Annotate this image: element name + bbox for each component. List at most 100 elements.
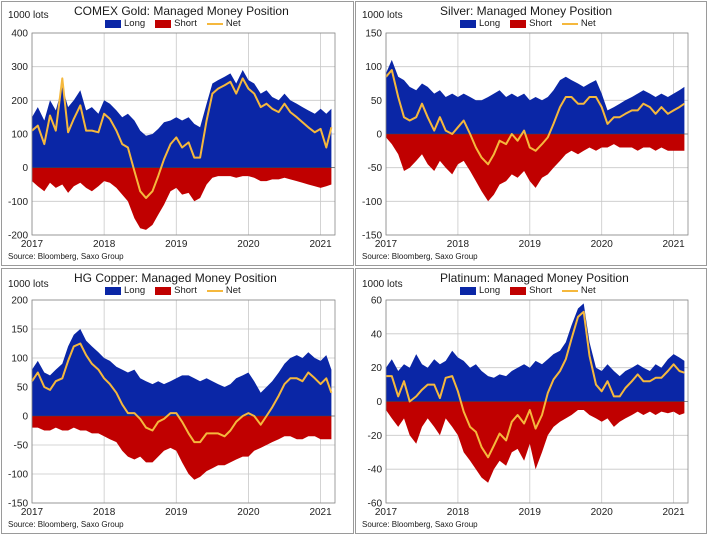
legend-item-net: Net — [206, 285, 241, 296]
chart-legend: Long Short Net — [105, 285, 241, 296]
x-tick-label: 2019 — [519, 239, 542, 250]
legend-item-short: Short — [155, 285, 197, 296]
chart-legend: Long Short Net — [460, 18, 596, 29]
chart-plot: -150 -100 -50 0 50 100 150 2017 2018 2019 2020 2021 — [362, 29, 689, 250]
plot-frame — [385, 32, 689, 236]
series-long-area — [32, 70, 332, 168]
y-axis-unit-label: 1000 lots — [8, 10, 49, 21]
chart-title: Platinum: Managed Money Position — [440, 271, 629, 285]
series-long-area — [386, 303, 685, 402]
y-tick-label: -50 — [14, 441, 29, 452]
y-tick-label: 400 — [11, 29, 28, 40]
y-tick-label: -50 — [368, 163, 383, 174]
chart-title: Silver: Managed Money Position — [440, 4, 613, 18]
y-tick-label: 0 — [22, 412, 28, 423]
y-tick-label: 0 — [376, 130, 382, 141]
y-tick-label: 20 — [371, 363, 383, 374]
legend-swatch-short — [510, 286, 527, 295]
plot-frame — [31, 32, 336, 236]
chart-title: HG Copper: Managed Money Position — [74, 271, 277, 285]
legend-swatch-net — [561, 22, 578, 25]
legend-item-short: Short — [510, 285, 552, 296]
y-tick-label: 100 — [11, 130, 28, 141]
legend-swatch-short — [155, 286, 172, 295]
series-short-area — [32, 416, 332, 480]
x-tick-label: 2018 — [93, 239, 116, 250]
chart-panel-silver: Silver: Managed Money Position 1000 lots L… — [355, 1, 707, 266]
x-tick-label: 2019 — [165, 239, 188, 250]
y-axis-unit-label: 1000 lots — [362, 279, 403, 290]
y-tick-label: 0 — [376, 397, 382, 408]
chart-plot: -60 -40 -20 0 20 40 60 2017 2018 2019 2020 2021 — [368, 296, 689, 518]
legend-label-short: Short — [174, 18, 197, 29]
y-tick-label: 200 — [11, 96, 28, 107]
y-tick-label: -100 — [8, 470, 28, 481]
x-tick-label: 2017 — [375, 239, 398, 250]
chart-plot: -150 -100 -50 0 50 100 150 200 2017 2018 2019 2020 2… — [8, 296, 336, 518]
source-note: Source: Bloomberg, Saxo Group — [8, 252, 124, 261]
legend-item-long: Long — [460, 18, 500, 29]
legend-swatch-long — [105, 286, 121, 295]
series-short-area — [32, 167, 332, 230]
x-tick-label: 2018 — [93, 507, 116, 518]
y-axis-unit-label: 1000 lots — [362, 10, 403, 21]
legend-label-long: Long — [124, 18, 146, 29]
y-tick-label: 0 — [22, 163, 28, 174]
series-net-line — [385, 69, 685, 166]
y-tick-label: 300 — [11, 62, 28, 73]
legend-swatch-short — [510, 19, 527, 28]
y-axis-unit-label: 1000 lots — [8, 279, 49, 290]
y-tick-label: 100 — [365, 62, 382, 73]
x-tick-label: 2020 — [591, 507, 614, 518]
x-tick-label: 2017 — [375, 507, 398, 518]
x-tick-label: 2021 — [309, 507, 332, 518]
x-tick-label: 2019 — [165, 507, 188, 518]
y-tick-label: 100 — [11, 354, 28, 365]
y-tick-label: -150 — [362, 231, 382, 242]
source-note: Source: Bloomberg, Saxo Group — [8, 520, 124, 529]
x-tick-label: 2020 — [591, 239, 614, 250]
x-tick-label: 2019 — [519, 507, 542, 518]
legend-swatch-net — [206, 289, 223, 292]
chart-panel-copper: HG Copper: Managed Money Position 1000 lo… — [1, 268, 354, 534]
y-tick-label: 200 — [11, 296, 28, 307]
y-tick-label: 150 — [365, 29, 382, 40]
legend-label-short: Short — [174, 285, 197, 296]
legend-label-long: Long — [124, 285, 146, 296]
legend-label-long: Long — [479, 18, 501, 29]
y-tick-label: -150 — [8, 499, 28, 510]
legend-item-long: Long — [460, 285, 500, 296]
y-tick-label: -100 — [362, 197, 382, 208]
legend-item-net: Net — [561, 18, 596, 29]
chart-title: COMEX Gold: Managed Money Position — [74, 4, 289, 18]
y-tick-label: -20 — [368, 431, 383, 442]
legend-swatch-net — [206, 22, 223, 25]
x-tick-label: 2018 — [447, 239, 470, 250]
legend-swatch-short — [155, 19, 172, 28]
legend-item-net: Net — [561, 285, 596, 296]
y-tick-label: -200 — [8, 231, 28, 242]
x-tick-label: 2018 — [447, 507, 470, 518]
chart-panel-gold: COMEX Gold: Managed Money Position 1000 l… — [1, 1, 354, 266]
chart-legend: Long Short Net — [105, 18, 241, 29]
x-tick-label: 2020 — [237, 507, 260, 518]
y-tick-label: 60 — [371, 296, 383, 307]
series-net-line — [31, 77, 333, 199]
y-tick-label: -40 — [368, 465, 383, 476]
plot-frame — [31, 299, 336, 504]
x-tick-label: 2021 — [662, 507, 685, 518]
series-net-line — [386, 310, 685, 459]
x-tick-label: 2017 — [21, 507, 44, 518]
legend-item-long: Long — [105, 18, 145, 29]
y-tick-label: 150 — [11, 325, 28, 336]
series-long-area — [386, 59, 685, 134]
x-tick-label: 2021 — [662, 239, 685, 250]
legend-item-short: Short — [510, 18, 552, 29]
legend-swatch-long — [460, 19, 476, 28]
legend-item-net: Net — [206, 18, 241, 29]
legend-item-long: Long — [105, 285, 145, 296]
legend-label-net: Net — [225, 285, 241, 296]
plot-frame — [385, 299, 689, 504]
y-tick-label: -100 — [8, 197, 28, 208]
y-tick-label: 50 — [17, 383, 29, 394]
